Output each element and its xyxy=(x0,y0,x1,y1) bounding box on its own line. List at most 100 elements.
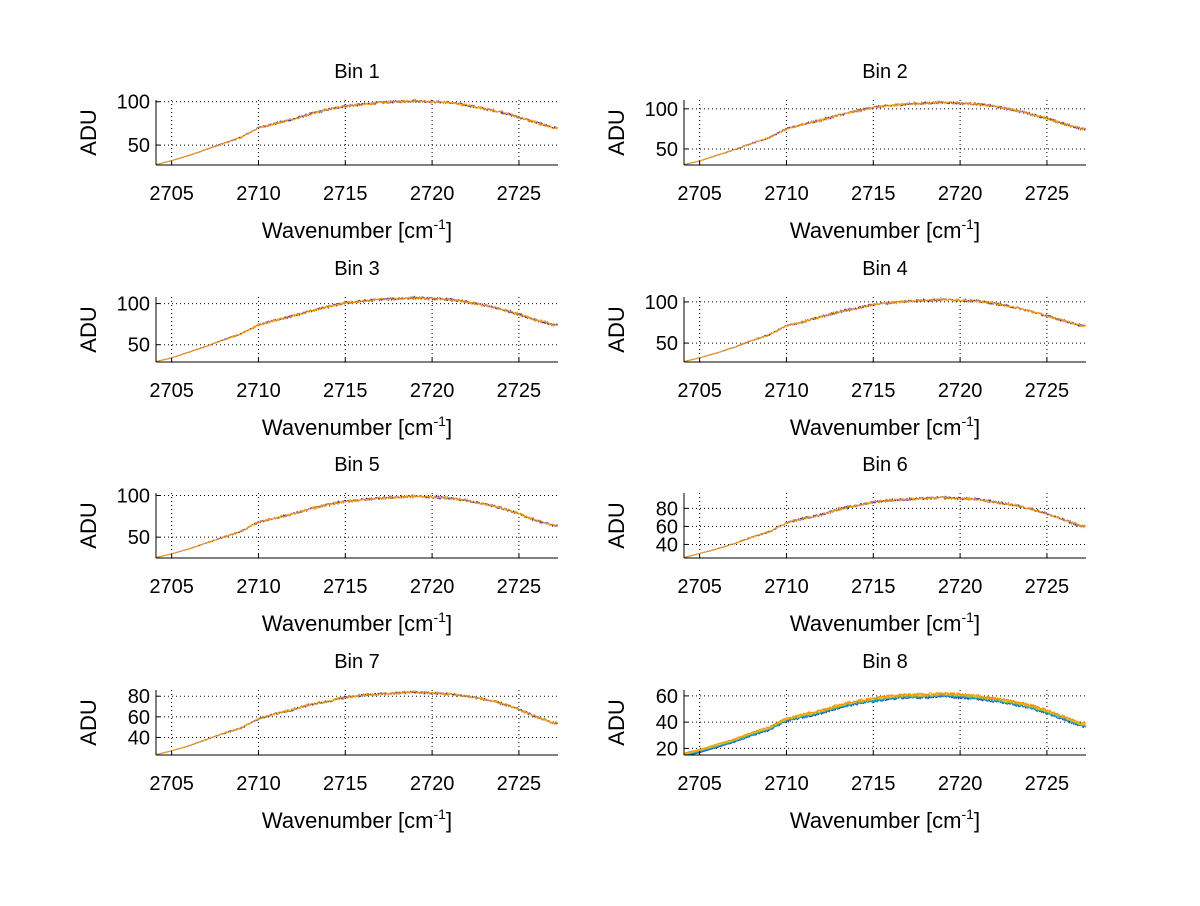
x-tick-label: 2705 xyxy=(677,773,722,795)
x-tick-label: 2705 xyxy=(677,183,722,205)
x-label-bracket: ] xyxy=(974,415,980,440)
x-tick-label: 2710 xyxy=(236,380,281,402)
x-tick-label: 2710 xyxy=(764,576,809,598)
x-axis-label: Wavenumber [cm-1] xyxy=(790,216,980,243)
x-label-text: Wavenumber [cm xyxy=(790,218,962,243)
x-label-superscript: -1 xyxy=(962,806,975,822)
x-tick-label: 2715 xyxy=(323,183,368,205)
x-label-superscript: -1 xyxy=(434,609,447,625)
series-line-1 xyxy=(156,493,558,558)
x-label-superscript: -1 xyxy=(962,413,975,429)
x-axis-label: Wavenumber [cm-1] xyxy=(262,806,452,833)
series-line-5 xyxy=(684,691,1086,754)
x-tick-label: 2720 xyxy=(410,183,455,205)
subplot-bin-4: 2705 2710 2715 2720 2725 50 100 Bin 4 Wavenumber… xyxy=(604,258,1086,440)
series-line-1 xyxy=(684,495,1086,558)
x-tick-label: 2725 xyxy=(497,576,542,598)
series-line-1 xyxy=(156,98,558,165)
x-label-bracket: ] xyxy=(446,218,452,243)
y-tick-label: 80 xyxy=(656,498,678,520)
x-tick-label: 2710 xyxy=(764,380,809,402)
series-line-2 xyxy=(156,494,558,558)
series-line-2 xyxy=(156,98,558,165)
y-tick-label: 100 xyxy=(117,92,150,114)
series-line-2 xyxy=(684,495,1086,558)
x-tick-label: 2705 xyxy=(149,773,194,795)
x-tick-label: 2725 xyxy=(1025,576,1070,598)
x-tick-label: 2705 xyxy=(677,380,722,402)
subplot-title: Bin 7 xyxy=(334,651,380,673)
y-tick-label: 100 xyxy=(645,292,678,314)
series-line-2 xyxy=(684,100,1086,165)
subplot-bin-8: 2705 2710 2715 2720 2725 20 40 60 Bin 8 Wavenumbe… xyxy=(604,651,1086,833)
x-label-superscript: -1 xyxy=(434,806,447,822)
x-tick-label: 2725 xyxy=(1025,183,1070,205)
x-label-bracket: ] xyxy=(974,218,980,243)
y-tick-label: 50 xyxy=(656,333,678,355)
y-tick-label: 60 xyxy=(128,707,150,729)
x-tick-label: 2715 xyxy=(851,380,896,402)
x-tick-label: 2710 xyxy=(236,773,281,795)
subplot-bin-3: 2705 2710 2715 2720 2725 50 100 Bin 3 Wavenumber… xyxy=(76,258,558,440)
x-tick-label: 2720 xyxy=(938,773,983,795)
x-tick-label: 2705 xyxy=(149,183,194,205)
x-label-superscript: -1 xyxy=(962,216,975,232)
y-tick-label: 100 xyxy=(117,294,150,316)
x-tick-label: 2715 xyxy=(323,576,368,598)
subplot-title: Bin 2 xyxy=(862,61,908,83)
y-axis-label: ADU xyxy=(604,699,629,745)
x-tick-label: 2725 xyxy=(497,183,542,205)
x-label-bracket: ] xyxy=(446,415,452,440)
x-label-text: Wavenumber [cm xyxy=(262,218,434,243)
x-tick-label: 2725 xyxy=(497,380,542,402)
x-tick-label: 2720 xyxy=(938,183,983,205)
y-tick-label: 80 xyxy=(128,686,150,708)
x-tick-label: 2710 xyxy=(236,183,281,205)
series-line-2 xyxy=(156,295,558,362)
x-tick-label: 2720 xyxy=(938,380,983,402)
y-axis-label: ADU xyxy=(604,502,629,548)
x-label-text: Wavenumber [cm xyxy=(262,808,434,833)
x-label-superscript: -1 xyxy=(962,609,975,625)
x-tick-label: 2720 xyxy=(410,773,455,795)
x-label-text: Wavenumber [cm xyxy=(790,611,962,636)
x-label-superscript: -1 xyxy=(434,216,447,232)
x-tick-label: 2720 xyxy=(410,576,455,598)
x-label-text: Wavenumber [cm xyxy=(790,415,962,440)
y-tick-label: 50 xyxy=(656,139,678,161)
y-tick-label: 100 xyxy=(117,486,150,508)
subplot-title: Bin 1 xyxy=(334,61,380,83)
x-tick-label: 2710 xyxy=(764,183,809,205)
x-tick-label: 2725 xyxy=(497,773,542,795)
series-line-1 xyxy=(684,100,1086,165)
x-label-text: Wavenumber [cm xyxy=(262,611,434,636)
x-axis-label: Wavenumber [cm-1] xyxy=(262,216,452,243)
series-line-1 xyxy=(684,296,1086,362)
y-axis-label: ADU xyxy=(76,502,101,548)
y-axis-label: ADU xyxy=(604,109,629,155)
y-tick-label: 50 xyxy=(128,135,150,157)
y-axis-label: ADU xyxy=(76,109,101,155)
x-tick-label: 2705 xyxy=(149,380,194,402)
x-tick-label: 2715 xyxy=(851,183,896,205)
x-tick-label: 2715 xyxy=(323,380,368,402)
x-label-bracket: ] xyxy=(446,808,452,833)
x-axis-label: Wavenumber [cm-1] xyxy=(790,413,980,440)
subplot-title: Bin 5 xyxy=(334,454,380,476)
x-label-superscript: -1 xyxy=(434,413,447,429)
x-axis-label: Wavenumber [cm-1] xyxy=(790,609,980,636)
x-tick-label: 2725 xyxy=(1025,773,1070,795)
x-label-bracket: ] xyxy=(446,611,452,636)
x-tick-label: 2715 xyxy=(851,773,896,795)
y-tick-label: 40 xyxy=(128,727,150,749)
y-axis-label: ADU xyxy=(604,306,629,352)
x-tick-label: 2705 xyxy=(149,576,194,598)
y-tick-label: 60 xyxy=(656,516,678,538)
subplot-bin-1: 2705 2710 2715 2720 2725 50 100 Bin 1 Wavenumber… xyxy=(76,61,558,243)
x-tick-label: 2720 xyxy=(410,380,455,402)
x-label-text: Wavenumber [cm xyxy=(790,808,962,833)
y-tick-label: 40 xyxy=(656,534,678,556)
